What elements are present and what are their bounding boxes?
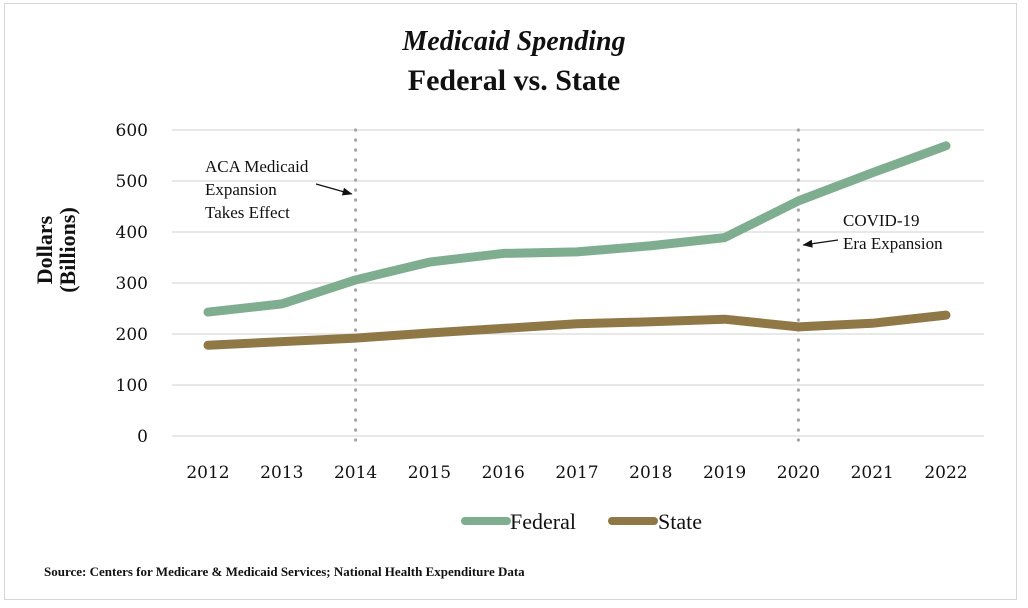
y-axis-ticks: 0 100 200 300 400 500 600: [116, 121, 148, 447]
annotation-aca-text: ACA Medicaid: [205, 157, 309, 176]
legend-label-federal: Federal: [510, 509, 576, 534]
x-tick-label: 2021: [851, 463, 894, 483]
y-tick-label: 200: [116, 325, 148, 345]
annotation-aca-text: Expansion: [205, 180, 277, 199]
series-lines: [203, 141, 951, 350]
x-tick-label: 2016: [482, 463, 525, 483]
x-tick-label: 2020: [777, 463, 820, 483]
y-axis-label: Dollars: [32, 215, 57, 284]
source-note: Source: Centers for Medicare & Medicaid …: [44, 564, 525, 579]
x-axis-ticks: 2012 2013 2014 2015 2016 2017 2018 2019 2020 2021…: [186, 463, 967, 483]
annotation-lines: [354, 128, 801, 442]
y-tick-label: 500: [116, 172, 148, 192]
y-axis-label-line1: Dollars: [32, 215, 57, 284]
annotations: ACA Medicaid Expansion Takes Effect COVID-1…: [205, 157, 943, 253]
x-tick-label: 2012: [186, 463, 229, 483]
y-axis-label-line2: (Billions): [55, 207, 80, 293]
series-line-federal: [203, 141, 951, 317]
y-axis-label-2: (Billions): [55, 207, 80, 293]
annotation-aca-arrow: [315, 183, 353, 196]
y-tick-label: 300: [116, 274, 148, 294]
x-tick-label: 2022: [924, 463, 967, 483]
legend: Federal State: [461, 509, 702, 534]
chart-subtitle: Federal vs. State: [407, 64, 621, 97]
series-line-state: [203, 310, 951, 350]
x-tick-label: 2017: [555, 463, 598, 483]
x-tick-label: 2013: [260, 463, 303, 483]
chart-frame: [4, 3, 1017, 600]
x-tick-label: 2015: [408, 463, 451, 483]
annotation-covid-text: COVID-19: [843, 211, 920, 230]
x-tick-label: 2018: [629, 463, 672, 483]
annotation-aca-text: Takes Effect: [205, 203, 290, 222]
x-tick-label: 2014: [334, 463, 377, 483]
annotation-covid-text: Era Expansion: [843, 234, 943, 253]
y-tick-label: 600: [116, 121, 148, 141]
chart-title: Medicaid Spending: [402, 26, 626, 57]
annotation-covid-arrow: [802, 239, 839, 248]
legend-label-state: State: [658, 509, 702, 534]
y-tick-label: 0: [137, 427, 148, 447]
y-tick-label: 100: [116, 376, 148, 396]
x-tick-label: 2019: [703, 463, 746, 483]
y-tick-label: 400: [116, 223, 148, 243]
